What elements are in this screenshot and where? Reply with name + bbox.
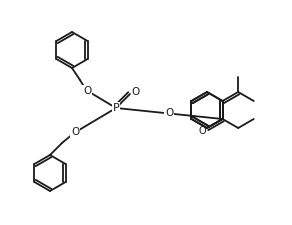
Text: O: O [165, 108, 173, 119]
Text: O: O [199, 126, 206, 135]
Text: O: O [131, 87, 139, 97]
Text: O: O [83, 86, 91, 96]
Text: O: O [71, 127, 79, 137]
Text: P: P [113, 103, 119, 113]
